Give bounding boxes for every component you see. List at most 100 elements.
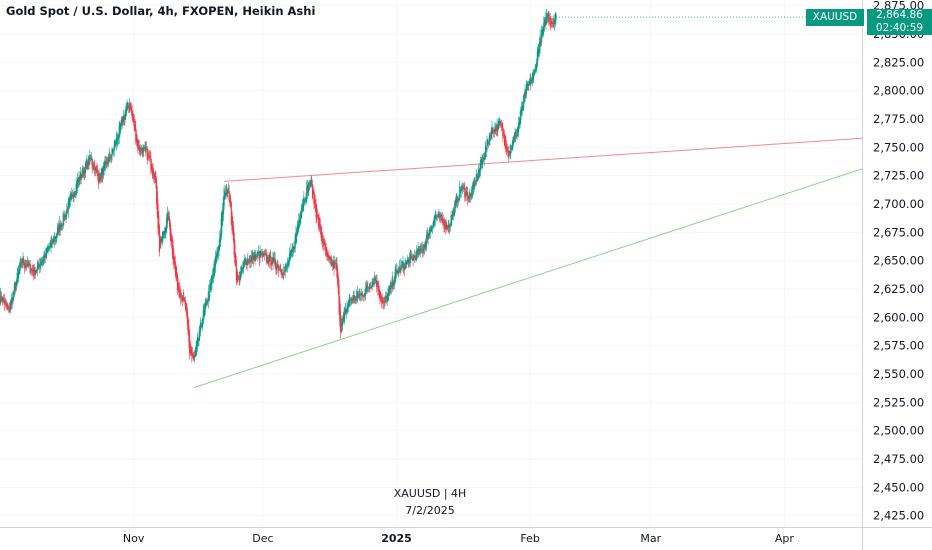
candle-body — [225, 185, 227, 195]
candle-body — [120, 125, 122, 128]
candle-body — [485, 148, 487, 152]
candle-body — [163, 230, 166, 235]
candle-body — [250, 260, 252, 262]
y-tick-label: 2,550.00 — [873, 367, 924, 381]
candle-body — [92, 161, 94, 167]
candle-body — [399, 268, 401, 273]
candle-body — [196, 342, 198, 350]
candle-body — [490, 137, 492, 139]
candle-body — [213, 264, 215, 276]
candle-body — [92, 164, 94, 169]
candle-body — [434, 215, 436, 223]
candle-body — [549, 18, 551, 25]
candle-body — [278, 268, 280, 270]
candle-body — [554, 19, 556, 23]
candle-body — [23, 262, 25, 268]
candle-body — [304, 199, 306, 201]
candle-body — [130, 107, 133, 114]
candle-body — [116, 138, 118, 141]
candle-body — [15, 280, 18, 287]
candle-body — [332, 260, 334, 264]
candle-body — [69, 197, 71, 204]
support-trendline[interactable] — [193, 168, 863, 389]
candle-body — [322, 239, 324, 247]
last-price-value: 2,864.86 — [876, 9, 923, 21]
candle-body — [316, 210, 318, 220]
candle-body — [156, 179, 158, 204]
candle-body — [359, 294, 361, 297]
candle-body — [231, 212, 233, 231]
candle-body — [16, 272, 18, 284]
y-tick-label: 2,650.00 — [873, 254, 924, 268]
candle-body — [336, 263, 338, 278]
candle-body — [186, 311, 189, 326]
candle-body — [84, 171, 86, 175]
candle-body — [540, 41, 542, 43]
candle-body — [508, 153, 510, 155]
candle-body — [461, 187, 463, 191]
candle-body — [80, 175, 82, 179]
candle-body — [460, 189, 462, 192]
candle-body — [5, 302, 8, 307]
candle-body — [464, 187, 466, 198]
candle-body — [501, 125, 503, 128]
candle-body — [266, 256, 268, 258]
candle-body — [29, 263, 31, 274]
candle-body — [87, 157, 89, 167]
candle-body — [495, 128, 497, 130]
candle-body — [475, 174, 477, 184]
candle-body — [22, 258, 24, 263]
candle-body — [528, 81, 530, 85]
candle-body — [487, 143, 490, 144]
candle-body — [173, 252, 175, 264]
candle-body — [272, 256, 274, 264]
candle-body — [451, 217, 453, 220]
candle-body — [46, 252, 48, 254]
candle-body — [89, 154, 91, 164]
candle-body — [541, 30, 543, 36]
candle-body — [297, 224, 299, 231]
candle-body — [543, 22, 545, 31]
candle-body — [453, 211, 455, 215]
candle-body — [83, 170, 85, 174]
candle-body — [340, 321, 342, 332]
candle-body — [162, 232, 164, 239]
candle-body — [225, 192, 227, 197]
candle-body — [60, 224, 62, 229]
candle-body — [436, 215, 439, 217]
candle-body — [257, 253, 259, 255]
watermark-symbol: XAUUSD | 4H — [393, 487, 467, 500]
candle-body — [104, 161, 106, 168]
candle-body — [219, 236, 221, 248]
y-tick-label: 2,450.00 — [873, 480, 924, 494]
candle-body — [199, 326, 201, 338]
candle-body — [65, 212, 67, 218]
candle-body — [365, 284, 367, 292]
candle-body — [380, 295, 382, 298]
candle-body — [276, 266, 278, 268]
candle-body — [258, 252, 260, 260]
candle-body — [188, 326, 190, 343]
candle-body — [294, 235, 296, 248]
candle-body — [215, 259, 217, 262]
candle-body — [493, 131, 495, 134]
candle-body — [187, 318, 189, 335]
candle-body — [31, 268, 33, 270]
candle-body — [32, 269, 34, 272]
candle-body — [492, 130, 495, 133]
candle-body — [135, 127, 137, 142]
candle-body — [261, 253, 263, 258]
y-tick-label: 2,750.00 — [873, 140, 924, 154]
candle-body — [334, 263, 337, 265]
candle-body — [454, 199, 456, 209]
last-price-tag: 2,864.86 02:40:59 — [867, 9, 932, 35]
candle-body — [495, 128, 497, 132]
candle-body — [446, 226, 449, 229]
resistance-trendline[interactable] — [224, 137, 863, 182]
candle-body — [459, 189, 462, 193]
candle-body — [59, 222, 61, 231]
candle-body — [469, 195, 471, 199]
candle-body — [105, 161, 107, 163]
x-tick-label: Apr — [775, 532, 795, 545]
